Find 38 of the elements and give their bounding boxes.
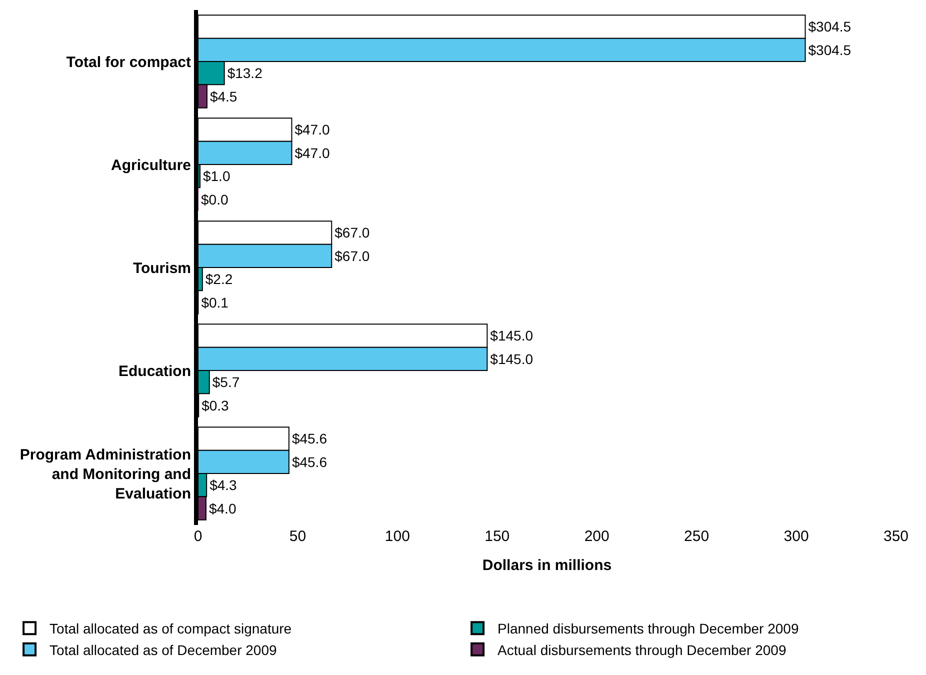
- x-tick-label: 100: [384, 528, 410, 545]
- data-label: $304.5: [808, 18, 852, 35]
- y-tick-label: Total for compact: [66, 54, 191, 71]
- data-label: $4.5: [210, 88, 238, 104]
- data-label: $47.0: [294, 144, 330, 161]
- data-label: $5.7: [212, 374, 240, 390]
- x-tick-label: 250: [684, 528, 710, 545]
- data-label: $2.2: [205, 271, 233, 288]
- data-label: $47.0: [294, 122, 330, 138]
- data-label: $0.0: [201, 191, 228, 208]
- x-tick-label: 0: [194, 528, 202, 545]
- x-tick-label: 300: [784, 528, 809, 545]
- data-label: $4.3: [210, 477, 238, 494]
- y-tick-label: Tourism: [132, 260, 191, 277]
- data-label: $13.2: [227, 65, 263, 82]
- data-label: $1.0: [202, 168, 230, 184]
- data-label: $0.1: [201, 294, 229, 310]
- x-axis-title: Dollars in millions: [482, 557, 612, 574]
- data-label: $45.6: [292, 454, 328, 470]
- data-label: $67.0: [334, 248, 370, 264]
- legend-label: Total allocated as of compact signature: [50, 620, 292, 637]
- x-tick-label: 150: [484, 528, 510, 545]
- x-tick-label: 200: [584, 528, 610, 545]
- legend-label: Actual disbursements through December 2009: [498, 642, 786, 658]
- data-label: $45.6: [292, 430, 328, 447]
- data-label: $145.0: [490, 328, 534, 344]
- y-tick-label: Education: [118, 362, 191, 380]
- y-tick-label: Program Administration and Monitoring and Evaluation: [20, 446, 191, 502]
- x-tick-label: 350: [883, 528, 909, 545]
- y-tick-label: Agriculture: [110, 156, 191, 174]
- data-label: $4.0: [208, 500, 236, 516]
- data-label: $67.0: [334, 224, 370, 241]
- data-label: $0.3: [202, 397, 230, 414]
- data-label: $145.0: [490, 350, 534, 367]
- legend-label: Planned disbursements through December 2009: [498, 620, 799, 637]
- legend-label: Total allocated as of December 2009: [50, 642, 277, 658]
- data-label: $304.5: [808, 42, 852, 58]
- x-tick-label: 50: [289, 528, 306, 545]
